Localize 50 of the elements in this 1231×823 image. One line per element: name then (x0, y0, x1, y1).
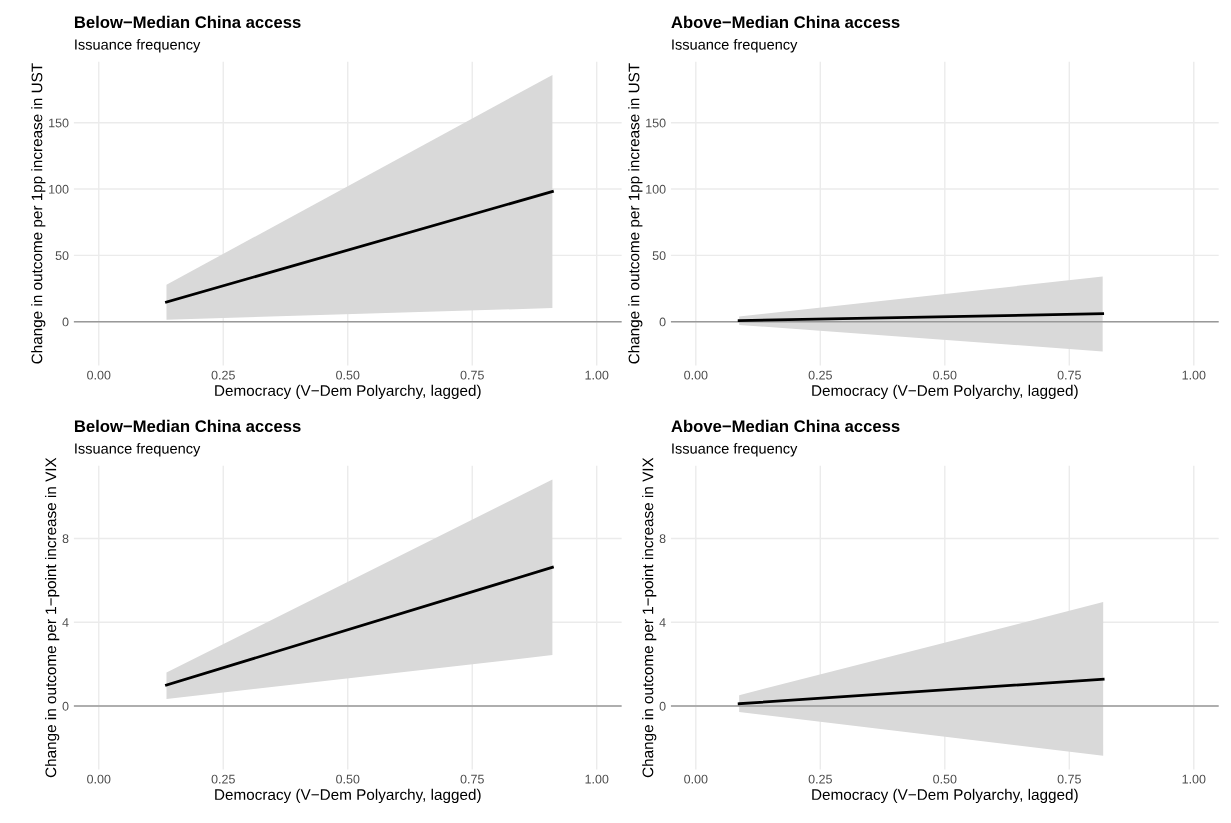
chart-title: Below−Median China access (74, 419, 301, 433)
x-tick-label: 1.00 (585, 370, 609, 380)
x-axis-title: Democracy (V−Dem Polyarchy, lagged) (812, 384, 1078, 400)
chart-subtitle: Issuance frequency (75, 443, 201, 457)
y-tick-label: 150 (49, 118, 69, 128)
y-axis-title: Change in outcome per 1−point increase in VIX (642, 457, 657, 778)
y-tick-label: 0 (659, 701, 666, 711)
y-tick-label: 50 (55, 251, 69, 261)
x-tick-label: 0.75 (1057, 370, 1081, 380)
y-tick-label: 0 (62, 701, 69, 711)
y-axis-title: Change in outcome per 1−point increase in VIX (45, 457, 60, 778)
y-tick-label: 8 (62, 534, 69, 544)
x-tick-label: 0.75 (1057, 774, 1081, 784)
y-tick-label: 50 (652, 251, 666, 261)
x-tick-label: 0.25 (808, 370, 832, 380)
x-tick-label: 1.00 (1182, 370, 1206, 380)
x-tick-label: 0.00 (87, 774, 111, 784)
x-tick-label: 1.00 (585, 774, 609, 784)
y-tick-label: 100 (49, 184, 69, 194)
y-axis-title: Change in outcome per 1pp increase in UST (31, 63, 46, 364)
x-tick-label: 0.25 (808, 774, 832, 784)
x-tick-label: 0.25 (211, 774, 235, 784)
x-tick-label: 0.75 (460, 774, 484, 784)
y-tick-label: 8 (659, 534, 666, 544)
x-tick-label: 0.50 (933, 370, 957, 380)
chart-subtitle: Issuance frequency (672, 443, 798, 457)
x-tick-label: 0.50 (336, 774, 360, 784)
x-tick-label: 0.00 (684, 370, 708, 380)
x-tick-label: 0.75 (460, 370, 484, 380)
x-axis-title: Democracy (V−Dem Polyarchy, lagged) (215, 384, 481, 400)
y-tick-label: 4 (659, 618, 666, 627)
chart-title: Above−Median China access (671, 15, 900, 29)
y-tick-label: 100 (646, 184, 666, 194)
y-tick-label: 4 (62, 618, 69, 627)
x-tick-label: 0.00 (87, 370, 111, 380)
x-tick-label: 0.00 (684, 774, 708, 784)
x-tick-label: 0.50 (933, 774, 957, 784)
y-tick-label: 0 (62, 317, 69, 327)
x-tick-label: 1.00 (1182, 774, 1206, 784)
x-axis-title: Democracy (V−Dem Polyarchy, lagged) (812, 788, 1078, 804)
x-tick-label: 0.50 (336, 370, 360, 380)
y-tick-label: 150 (646, 118, 666, 128)
chart-subtitle: Issuance frequency (672, 39, 798, 53)
y-axis-title: Change in outcome per 1pp increase in UST (628, 63, 643, 364)
chart-subtitle: Issuance frequency (75, 39, 201, 53)
x-axis-title: Democracy (V−Dem Polyarchy, lagged) (215, 788, 481, 804)
chart-title: Below−Median China access (74, 15, 301, 29)
chart-title: Above−Median China access (671, 419, 900, 433)
x-tick-label: 0.25 (211, 370, 235, 380)
y-tick-label: 0 (659, 317, 666, 327)
